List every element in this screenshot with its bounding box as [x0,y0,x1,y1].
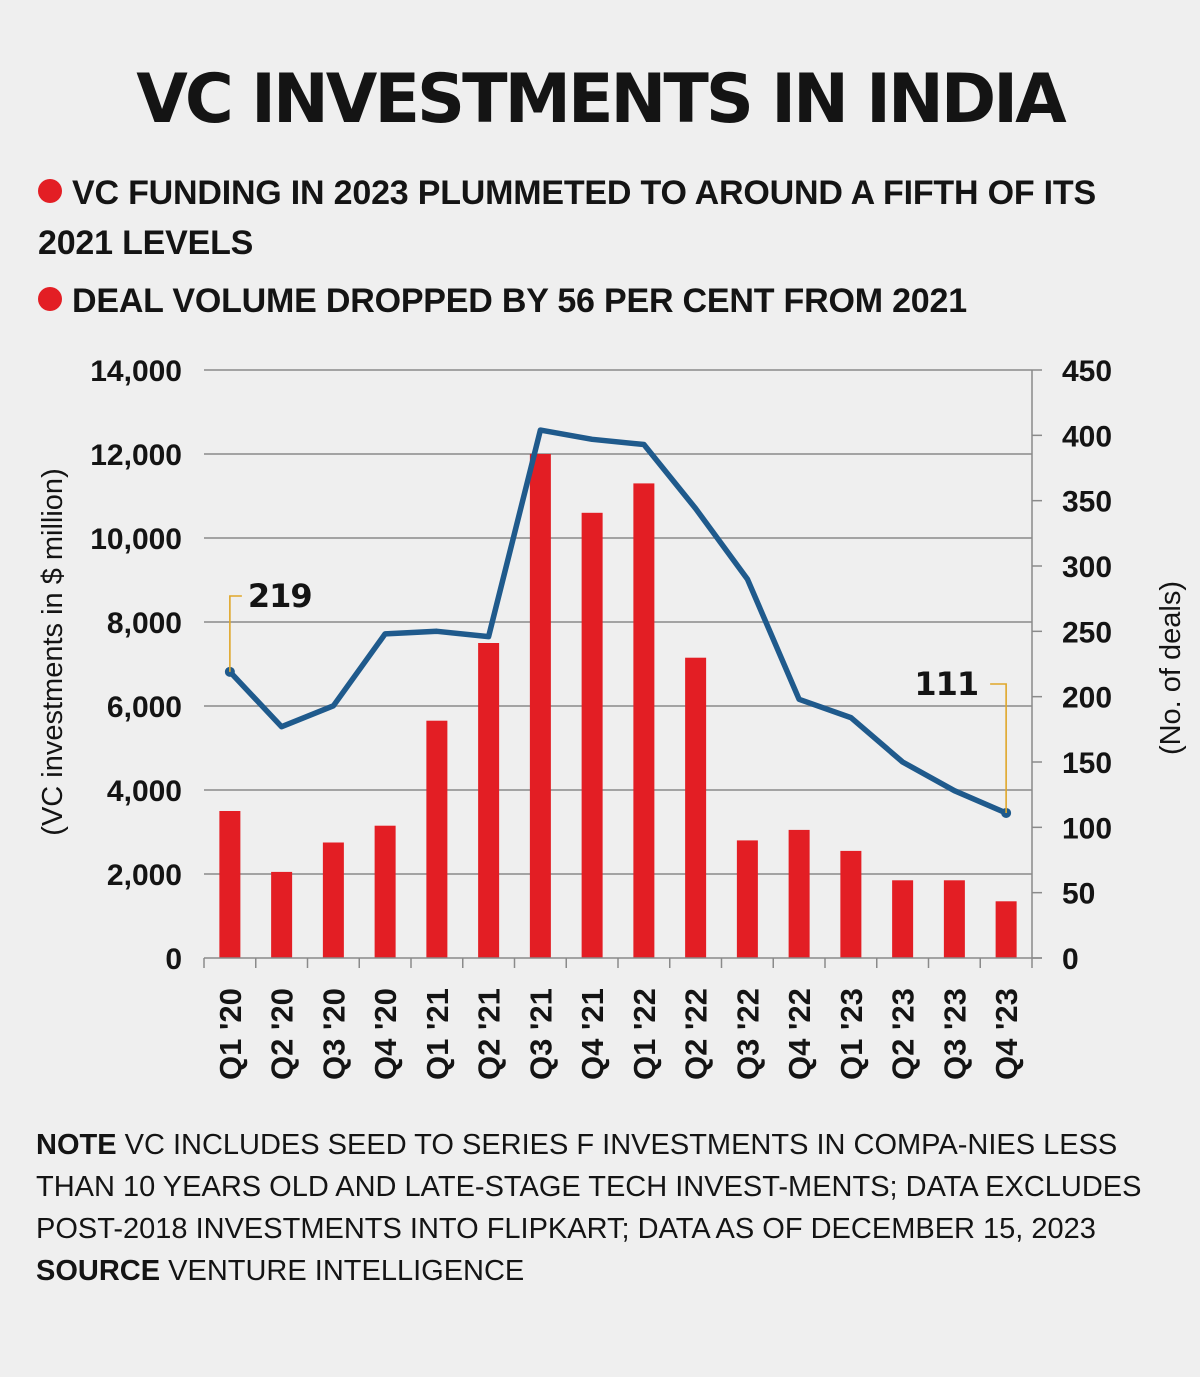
key-point-deals: DEAL VOLUME DROPPED BY 56 PER CENT FROM … [38,276,1168,326]
chart-title: VC INVESTMENTS IN INDIA [136,60,1066,139]
bar [943,880,965,958]
chart-axes [203,369,1042,968]
deals-line [227,427,1009,816]
x-tick-label: Q3 '22 [730,988,765,1080]
source-label: SOURCE [36,1255,161,1287]
y-tick-label-left: 2,000 [107,859,182,892]
key-points: VC FUNDING IN 2023 PLUMMETED TO AROUND A… [38,168,1168,334]
y-tick-label-right: 150 [1062,747,1112,780]
bar [995,901,1017,958]
bar [271,871,293,958]
callout-label-last: 111 [914,665,978,703]
bar [685,657,707,958]
x-tick-label: Q4 '22 [782,988,817,1080]
y-tick-label-left: 12,000 [90,439,182,472]
bar [426,720,448,958]
x-tick-label: Q2 '23 [886,988,921,1080]
combo-chart: 0 2,000 4,000 6,000 8,000 10,000 12,000 14,000 0… [37,355,1187,1080]
callout-label-first: 219 [248,577,312,615]
y-tick-label-right: 200 [1062,682,1112,715]
bar [892,880,914,958]
y-tick-label-right: 300 [1062,551,1112,584]
x-tick-label: Q4 '20 [368,988,403,1080]
bullet-dot-icon [38,179,62,203]
chart-labels: 0 2,000 4,000 6,000 8,000 10,000 12,000 14,000 0… [37,355,1187,1080]
x-tick-label: Q1 '20 [213,988,248,1080]
x-tick-label: Q2 '22 [679,988,714,1080]
bar [322,842,344,958]
chart-gridlines [204,369,1032,875]
x-tick-label: Q1 '23 [834,988,869,1080]
x-tick-label: Q2 '21 [472,988,507,1080]
y-tick-label-right: 100 [1062,812,1112,845]
y-tick-label-left: 10,000 [90,523,182,556]
bar [374,825,396,958]
key-point-funding: VC FUNDING IN 2023 PLUMMETED TO AROUND A… [38,168,1168,268]
y-axis-title-right: (No. of deals) [1155,581,1187,755]
y-tick-label-left: 8,000 [107,607,182,640]
y-tick-label-left: 6,000 [107,691,182,724]
key-point-funding-text: VC FUNDING IN 2023 PLUMMETED TO AROUND A… [38,174,1096,262]
bar [633,483,655,958]
bar [478,643,500,958]
x-tick-label: Q4 '21 [575,988,610,1080]
y-tick-label-right: 250 [1062,616,1112,649]
bar [581,512,603,958]
y-tick-label-right: 350 [1062,486,1112,519]
y-tick-label-left: 14,000 [90,355,182,388]
x-tick-label: Q1 '21 [420,988,455,1080]
note-label: NOTE [36,1129,117,1161]
bar-series [219,454,1017,958]
y-tick-label-right: 450 [1062,355,1112,388]
bar [840,850,862,958]
callout-line [229,595,242,672]
line-series [224,427,1012,818]
y-tick-label-right: 0 [1062,943,1079,976]
bullet-dot-icon [38,287,62,311]
y-tick-label-left: 0 [165,943,182,976]
source-text: VENTURE INTELLIGENCE [160,1255,525,1287]
bar [788,829,810,958]
y-tick-label-left: 4,000 [107,775,182,808]
x-tick-label: Q2 '20 [265,988,300,1080]
x-tick-label: Q3 '21 [523,988,558,1080]
x-tick-label: Q4 '23 [989,988,1024,1080]
callout-line [990,683,1007,813]
bar [736,840,758,958]
x-tick-label: Q1 '22 [627,988,662,1080]
note-text: VC INCLUDES SEED TO SERIES F INVESTMENTS… [36,1129,1142,1245]
bar [219,811,241,958]
y-tick-label-right: 50 [1062,878,1095,911]
footnote: NOTE VC INCLUDES SEED TO SERIES F INVEST… [36,1124,1166,1292]
y-tick-label-right: 400 [1062,420,1112,453]
y-axis-title-left: (VC investments in $ million) [37,468,69,835]
key-point-deals-text: DEAL VOLUME DROPPED BY 56 PER CENT FROM … [72,282,967,320]
x-tick-label: Q3 '20 [316,988,351,1080]
bar [529,454,551,958]
x-tick-label: Q3 '23 [937,988,972,1080]
